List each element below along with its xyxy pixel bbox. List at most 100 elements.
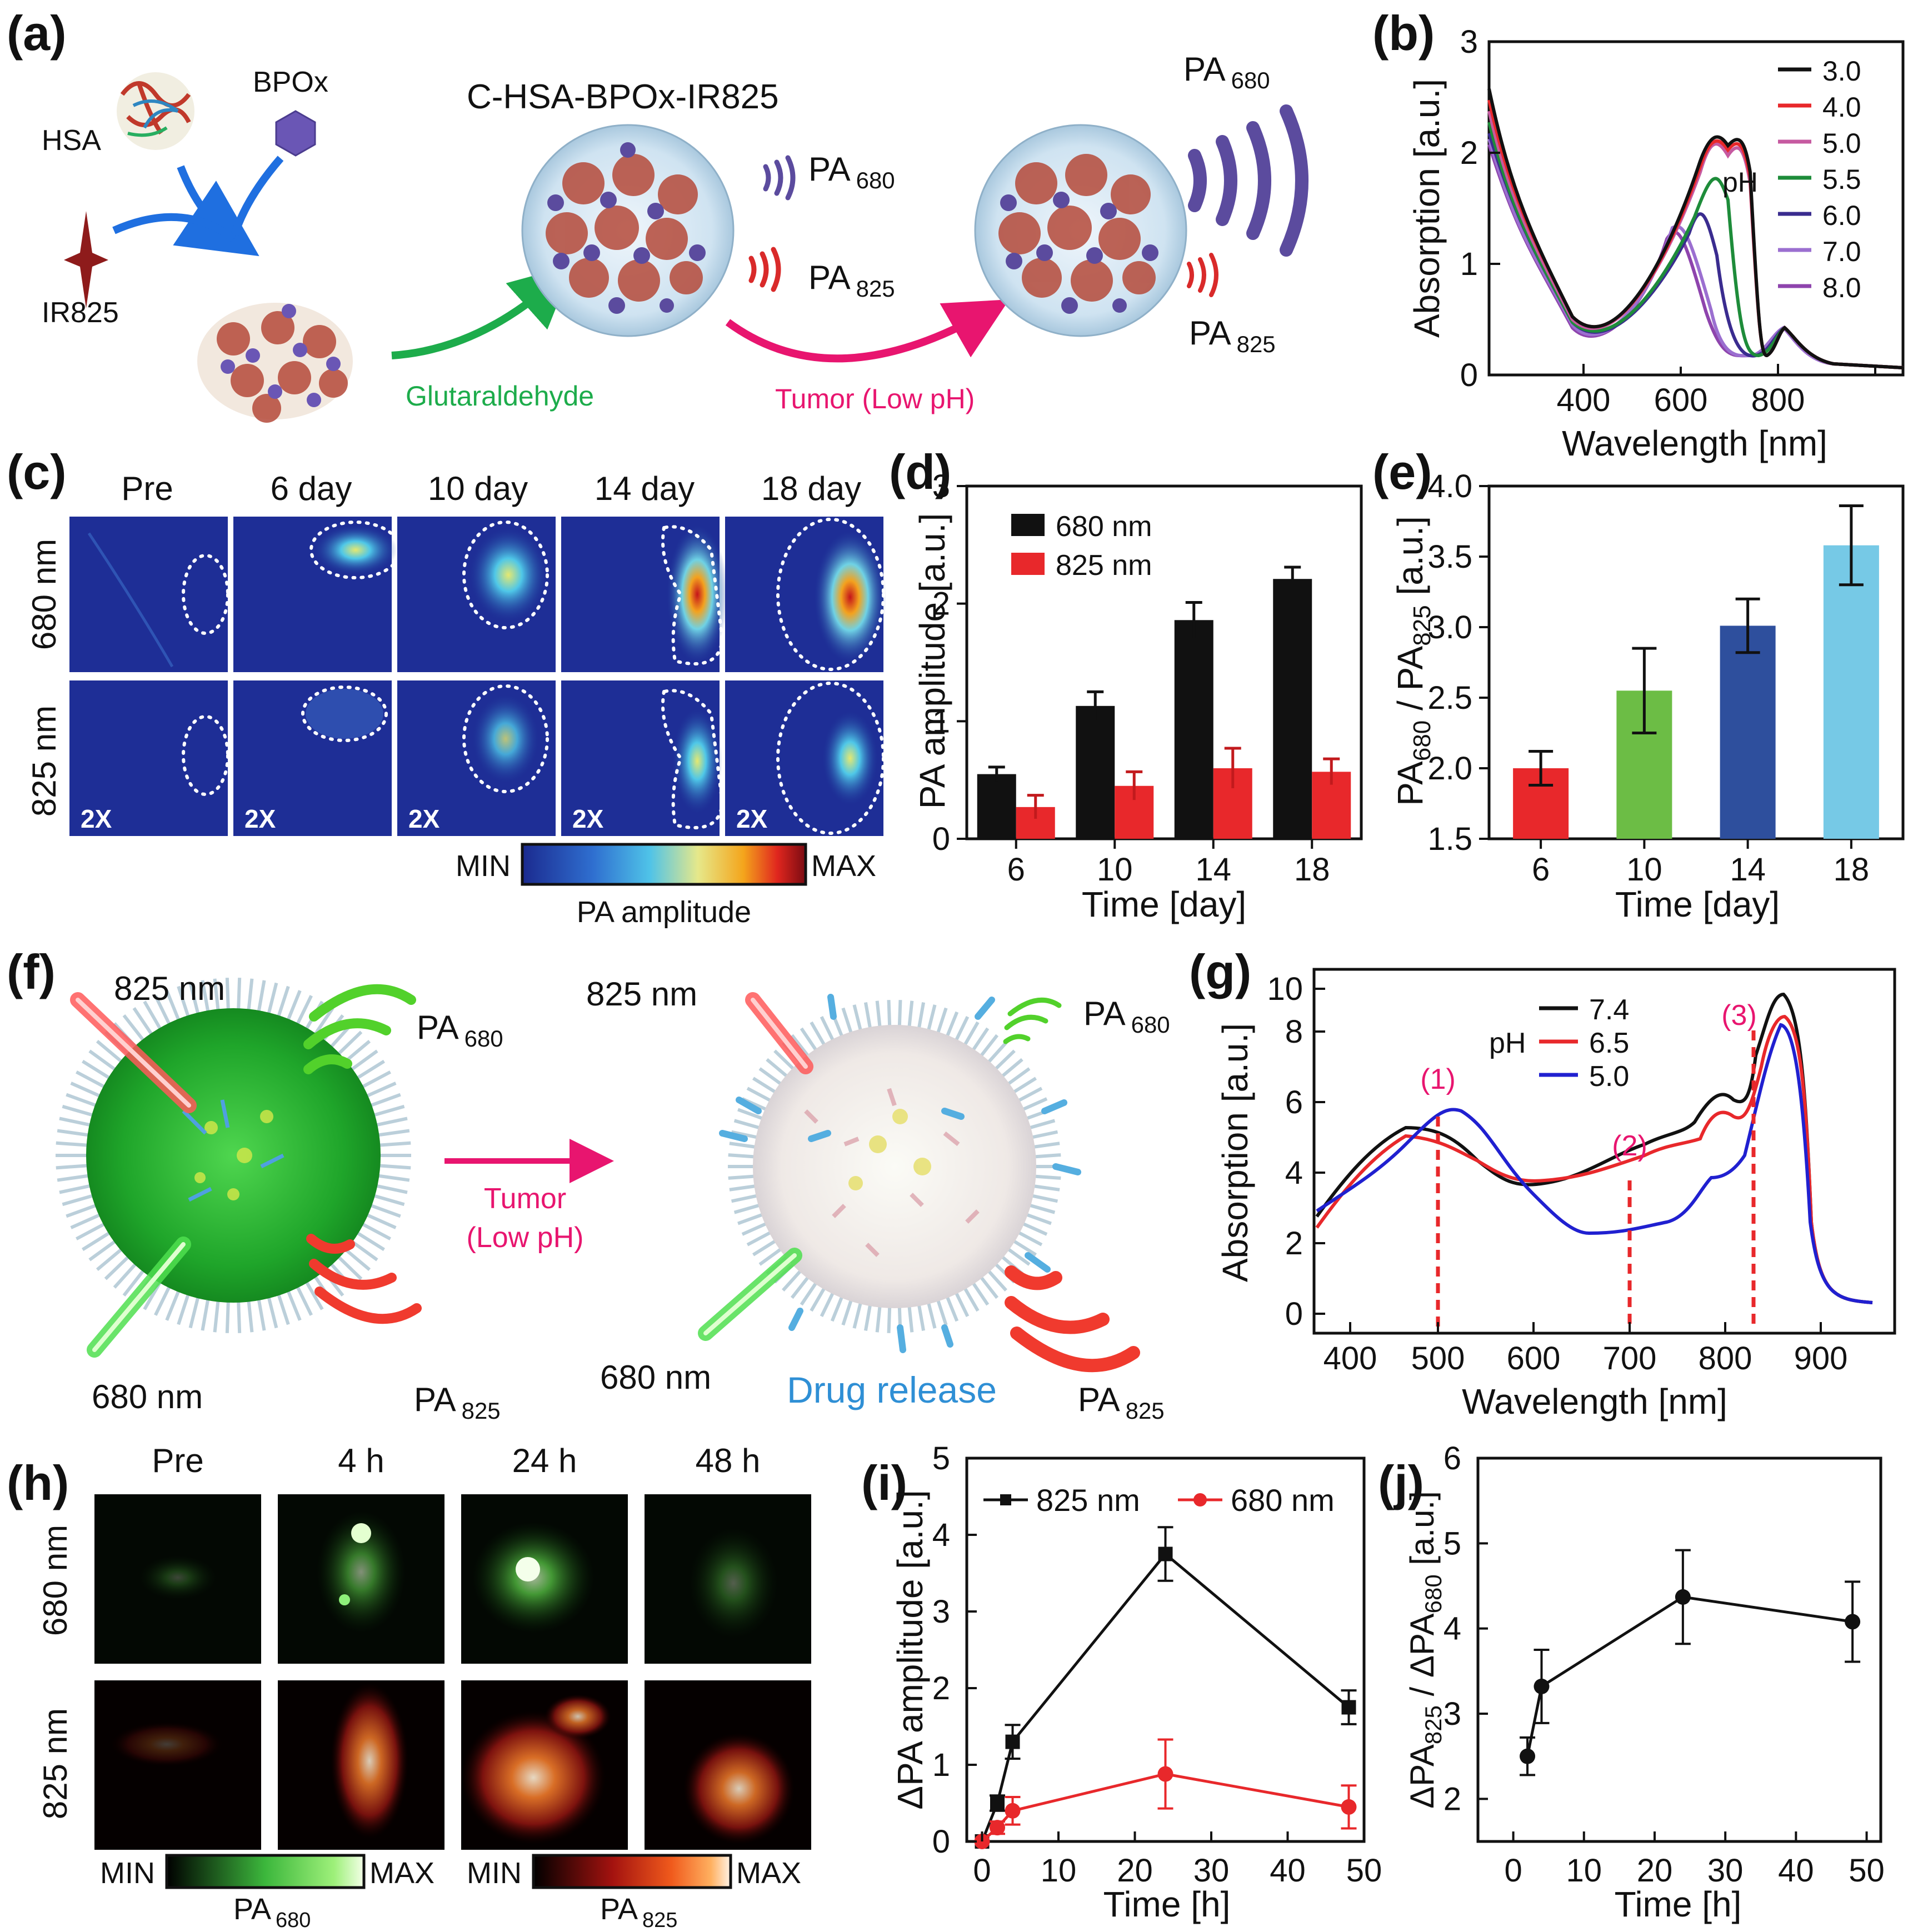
g-xtick-500: 500 (1411, 1340, 1465, 1377)
g-markers (1436, 1030, 1756, 1330)
e-xtick: 6 (1532, 852, 1550, 888)
pa825-label-1: PA 825 (808, 259, 895, 302)
e-ytick: 3.5 (1427, 539, 1472, 575)
xtick-label: 30 (1193, 1853, 1230, 1889)
d-xtick: 14 (1195, 852, 1231, 888)
ytick-label: 5 (932, 1440, 950, 1476)
panel-e-chart: 6 10 14 18 1.5 2.0 2.5 3.0 3.5 4.0 Time [day] PA6… (1390, 468, 1905, 924)
b-xtick-600: 600 (1654, 382, 1708, 418)
data-point (1005, 1734, 1020, 1749)
pa680-strong-wave-icon (1188, 104, 1308, 257)
b-legend-4: 4.0 (1822, 92, 1861, 123)
e-xtick: 18 (1834, 852, 1870, 888)
e-ylabel: PA680 / PA825 [a.u.] (1390, 516, 1436, 806)
h-image-825-24h (461, 1680, 628, 1850)
c-colorbar-min: MIN (456, 849, 511, 883)
c-row-825: 825 nm (26, 705, 63, 817)
g-ytick-0: 0 (1285, 1296, 1303, 1332)
b-ytick-1: 1 (1460, 246, 1478, 282)
g-curves (1315, 992, 1873, 1304)
svg-text:2X: 2X (81, 804, 112, 833)
b-ylabel: Absorption [a.u.] (1407, 79, 1447, 338)
f-low-ph-label: (Low pH) (467, 1222, 584, 1254)
d-ytick: 2 (932, 586, 950, 622)
panel-j-chart: 0 10 20 30 40 50 2 3 4 5 6 Time [h] ΔPA825 / ΔPA68… (1403, 1440, 1885, 1924)
label-a: (a) (7, 6, 67, 61)
g-ytick-4: 4 (1285, 1155, 1303, 1191)
hsa-protein-icon (117, 72, 194, 150)
disassembled-nanoparticle-icon (719, 994, 1081, 1353)
pa825-weak-wave-icon (1187, 253, 1218, 297)
label-j: (j) (1378, 1455, 1424, 1510)
xtick-label: 10 (1566, 1853, 1602, 1889)
panel-c-images: Pre 6 day 10 day 14 day 18 day 680 nm 82… (26, 470, 886, 929)
g-legend-5-0: 5.0 (1589, 1060, 1629, 1093)
ytick-label: 6 (1444, 1440, 1461, 1476)
b-legend-6: 6.0 (1822, 200, 1861, 231)
g-xtick-600: 600 (1507, 1340, 1561, 1377)
g-ytick-10: 10 (1267, 971, 1303, 1007)
nanoparticle-icon-2 (974, 124, 1187, 337)
bar-18 (1823, 545, 1879, 839)
h-col-48h: 48 h (696, 1442, 761, 1479)
xtick-label: 50 (1346, 1853, 1382, 1889)
b-xlabel: Wavelength [nm] (1562, 423, 1827, 463)
data-point (1341, 1799, 1357, 1815)
h-green-min: MIN (100, 1856, 155, 1890)
h-row-680: 680 nm (37, 1525, 74, 1636)
glutaraldehyde-arrow (391, 265, 573, 359)
h-green-max: MAX (369, 1856, 434, 1890)
pa825-label-2: PA 825 (1189, 314, 1276, 357)
c-image-680-6day (233, 517, 402, 672)
h-row-825: 825 nm (37, 1708, 74, 1819)
g-marker-1: (1) (1420, 1063, 1456, 1095)
bpox-label: BPOx (253, 66, 328, 98)
h-col-24h: 24 h (512, 1442, 577, 1479)
c-colorbar-label: PA amplitude (577, 895, 751, 929)
g-xtick-400: 400 (1323, 1340, 1377, 1377)
c-row-680: 680 nm (26, 539, 63, 650)
c-image-680-14day (561, 517, 728, 672)
label-c: (c) (7, 444, 67, 499)
h-col-pre: Pre (152, 1442, 203, 1479)
i-xlabel: Time [h] (1103, 1884, 1231, 1924)
panel-f-schematic: 825 nm 680 nm PA 680 PA 825 Tumor (Low pH) (56, 970, 1170, 1424)
b-xtick-400: 400 (1557, 382, 1611, 418)
h-colorbar-hot (532, 1854, 732, 1889)
label-f: (f) (7, 944, 56, 999)
svg-text:2X: 2X (572, 804, 604, 833)
h-image-825-pre (94, 1680, 261, 1850)
f-laser825-label-2: 825 nm (586, 975, 697, 1013)
b-legend-7: 7.0 (1822, 236, 1861, 267)
b-ytick-2: 2 (1460, 135, 1478, 171)
panel-b-legend: 3.0 4.0 5.0 5.5 6.0 7.0 8.0 pH (1722, 56, 1861, 303)
panel-b-chart: 400 600 800 0 1 2 3 Wavelength [nm] Abso… (1407, 24, 1905, 463)
data-point (990, 1820, 1005, 1836)
g-ytick-6: 6 (1285, 1084, 1303, 1120)
h-image-680-24h (461, 1494, 628, 1664)
data-point (1520, 1748, 1536, 1764)
b-ytick-3: 3 (1460, 24, 1478, 60)
merge-arrow (173, 165, 259, 257)
panel-b-curves (1487, 88, 1904, 369)
d-xlabel: Time [day] (1082, 884, 1246, 924)
data-point (1341, 1700, 1356, 1715)
e-ytick: 2.0 (1427, 750, 1472, 787)
xtick-label: 20 (1117, 1853, 1153, 1889)
ytick-label: 4 (1444, 1611, 1461, 1647)
c-col-pre: Pre (121, 470, 173, 507)
xtick-label: 10 (1041, 1853, 1077, 1889)
ytick-label: 4 (932, 1517, 950, 1553)
g-ylabel: Absorption [a.u.] (1215, 1023, 1255, 1282)
tumor-low-ph-label: Tumor (Low pH) (775, 383, 975, 414)
h-image-825-4h (278, 1680, 444, 1850)
g-marker-2: (2) (1612, 1130, 1647, 1162)
ytick-label: 2 (932, 1670, 950, 1706)
g-legend-title: pH (1489, 1027, 1526, 1059)
ir825-label: IR825 (42, 297, 119, 329)
c-image-825-pre: 2X (69, 680, 229, 836)
bar-14 (1720, 625, 1776, 839)
e-xtick: 14 (1730, 852, 1766, 888)
f-laser680-label-2: 680 nm (600, 1359, 711, 1396)
d-xtick: 6 (1007, 852, 1025, 888)
